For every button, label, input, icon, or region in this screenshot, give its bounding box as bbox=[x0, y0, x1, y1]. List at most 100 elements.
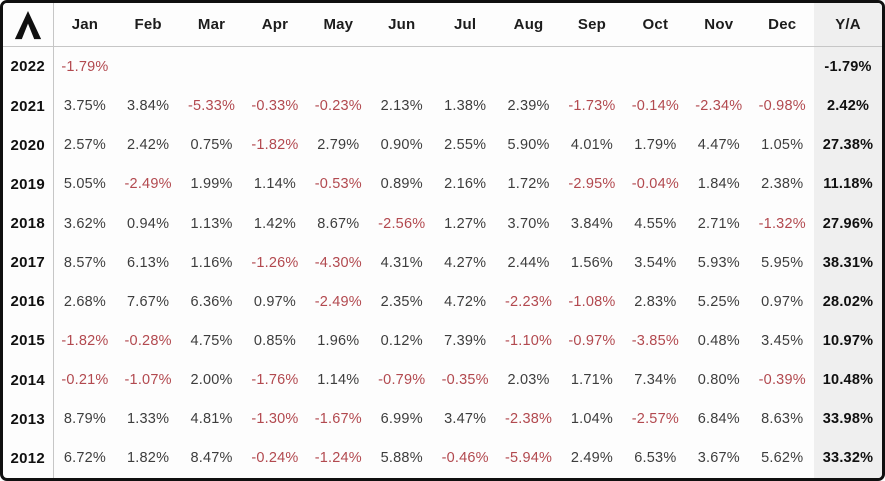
return-cell: -1.24% bbox=[314, 450, 362, 467]
return-cell: 4.01% bbox=[570, 137, 614, 154]
table-row: 2020 2.57% 2.42% 0.75% -1.82% 2.79% 0.90% 2.55%… bbox=[3, 125, 882, 165]
return-cell: -0.33% bbox=[251, 98, 299, 115]
table-row: 2016 2.68% 7.67% 6.36% 0.97% -2.49% 2.35% 4.72%… bbox=[3, 282, 882, 322]
return-cell: 3.75% bbox=[63, 98, 107, 115]
column-header-oct: Oct bbox=[623, 3, 688, 47]
column-header-mar: Mar bbox=[179, 3, 244, 47]
return-cell: -1.76% bbox=[251, 372, 299, 389]
return-cell: 5.62% bbox=[761, 450, 804, 467]
return-cell: 0.90% bbox=[380, 137, 423, 154]
table-row: 2019 5.05% -2.49% 1.99% 1.14% -0.53% 0.89% 2.16… bbox=[3, 164, 882, 205]
return-cell: -5.33% bbox=[187, 98, 236, 115]
return-cell: -0.98% bbox=[758, 98, 806, 115]
total-cell: 28.02% bbox=[814, 282, 882, 322]
return-cell bbox=[750, 47, 814, 87]
return-cell: 3.84% bbox=[127, 98, 170, 115]
return-cell: 6.36% bbox=[190, 293, 233, 310]
return-cell: 2.38% bbox=[761, 176, 804, 193]
return-cell: -0.39% bbox=[758, 372, 806, 389]
return-cell: -0.14% bbox=[631, 98, 679, 115]
return-cell: -2.38% bbox=[504, 411, 553, 428]
return-cell: 2.39% bbox=[507, 98, 550, 115]
return-cell: 1.14% bbox=[317, 372, 360, 389]
return-cell: -1.79% bbox=[61, 58, 109, 75]
return-cell: -1.32% bbox=[758, 215, 806, 232]
return-cell: 2.55% bbox=[444, 137, 487, 154]
return-cell: 4.72% bbox=[444, 293, 487, 310]
return-cell: -1.07% bbox=[124, 372, 172, 389]
return-cell: 1.04% bbox=[570, 411, 614, 428]
table-row: 2017 8.57% 6.13% 1.16% -1.26% -4.30% 4.31% 4.27… bbox=[3, 243, 882, 283]
return-cell: 5.95% bbox=[761, 254, 804, 271]
return-cell: -1.73% bbox=[568, 98, 616, 115]
return-cell: -0.23% bbox=[314, 98, 362, 115]
return-cell: -2.57% bbox=[631, 411, 679, 428]
return-cell: -0.04% bbox=[631, 176, 679, 193]
return-cell: -2.56% bbox=[378, 215, 426, 232]
return-cell: 1.56% bbox=[570, 254, 614, 271]
year-label: 2014 bbox=[3, 360, 54, 400]
year-label: 2016 bbox=[3, 282, 54, 322]
table-body: 2022 -1.79% -1.79% 2021 3.75% 3.84% -5.33% -0.3… bbox=[3, 46, 882, 478]
return-cell bbox=[370, 47, 433, 87]
column-header-sep: Sep bbox=[560, 3, 624, 47]
return-cell: 2.57% bbox=[63, 137, 107, 154]
return-cell: 6.84% bbox=[697, 411, 740, 428]
return-cell: 1.13% bbox=[190, 215, 233, 232]
table-row: 2021 3.75% 3.84% -5.33% -0.33% -0.23% 2.13% 1.3… bbox=[3, 86, 882, 126]
table-row: 2015 -1.82% -0.28% 4.75% 0.85% 1.96% 0.12% 7.39… bbox=[3, 321, 882, 361]
return-cell: 6.53% bbox=[634, 450, 677, 467]
return-cell: 4.47% bbox=[697, 137, 740, 154]
return-cell: 8.67% bbox=[317, 215, 360, 232]
year-label: 2015 bbox=[3, 321, 54, 361]
return-cell: 5.05% bbox=[63, 176, 107, 193]
return-cell: 0.12% bbox=[380, 332, 423, 349]
total-cell: 10.97% bbox=[814, 321, 882, 361]
year-label: 2021 bbox=[3, 86, 54, 126]
return-cell: -4.30% bbox=[314, 254, 362, 271]
return-cell: -1.26% bbox=[251, 254, 299, 271]
return-cell: -3.85% bbox=[631, 332, 679, 349]
return-cell: -2.23% bbox=[504, 293, 553, 310]
year-label: 2012 bbox=[3, 438, 54, 478]
return-cell: -1.30% bbox=[251, 411, 299, 428]
return-cell: 0.89% bbox=[380, 176, 423, 193]
return-cell: 8.57% bbox=[63, 254, 107, 271]
return-cell: 5.93% bbox=[697, 254, 740, 271]
table-row: 2012 6.72% 1.82% 8.47% -0.24% -1.24% 5.88% -0.4… bbox=[3, 438, 882, 478]
table-row: 2022 -1.79% -1.79% bbox=[3, 46, 882, 87]
total-cell: 33.32% bbox=[814, 438, 882, 478]
return-cell: 1.79% bbox=[634, 137, 677, 154]
return-cell bbox=[307, 47, 370, 87]
return-cell: 4.81% bbox=[190, 411, 233, 428]
column-header-nov: Nov bbox=[687, 3, 751, 47]
year-label: 2018 bbox=[3, 204, 54, 244]
return-cell: 7.34% bbox=[634, 372, 677, 389]
return-cell: 3.45% bbox=[761, 332, 804, 349]
return-cell: -0.28% bbox=[124, 332, 172, 349]
return-cell bbox=[116, 47, 179, 87]
logo-cell bbox=[3, 3, 54, 47]
return-cell: 0.94% bbox=[127, 215, 170, 232]
total-cell: 27.38% bbox=[814, 125, 882, 165]
return-cell: 6.72% bbox=[63, 450, 107, 467]
header-row: Jan Feb Mar Apr May Jun Jul Aug Sep Oct … bbox=[3, 3, 882, 47]
return-cell: 5.90% bbox=[507, 137, 550, 154]
return-cell: 2.44% bbox=[507, 254, 550, 271]
return-cell: -1.10% bbox=[504, 332, 553, 349]
return-cell: 1.82% bbox=[127, 450, 170, 467]
column-header-jul: Jul bbox=[433, 3, 497, 47]
year-label: 2022 bbox=[3, 46, 54, 87]
return-cell: 1.42% bbox=[253, 215, 296, 232]
column-header-dec: Dec bbox=[750, 3, 814, 47]
return-cell: 1.84% bbox=[697, 176, 740, 193]
column-header-feb: Feb bbox=[116, 3, 180, 47]
return-cell: 0.85% bbox=[253, 332, 296, 349]
return-cell: 1.05% bbox=[761, 137, 804, 154]
return-cell: -1.82% bbox=[251, 137, 299, 154]
return-cell: -0.79% bbox=[378, 372, 426, 389]
return-cell: 4.31% bbox=[380, 254, 423, 271]
return-cell bbox=[243, 47, 306, 87]
return-cell bbox=[180, 47, 243, 87]
